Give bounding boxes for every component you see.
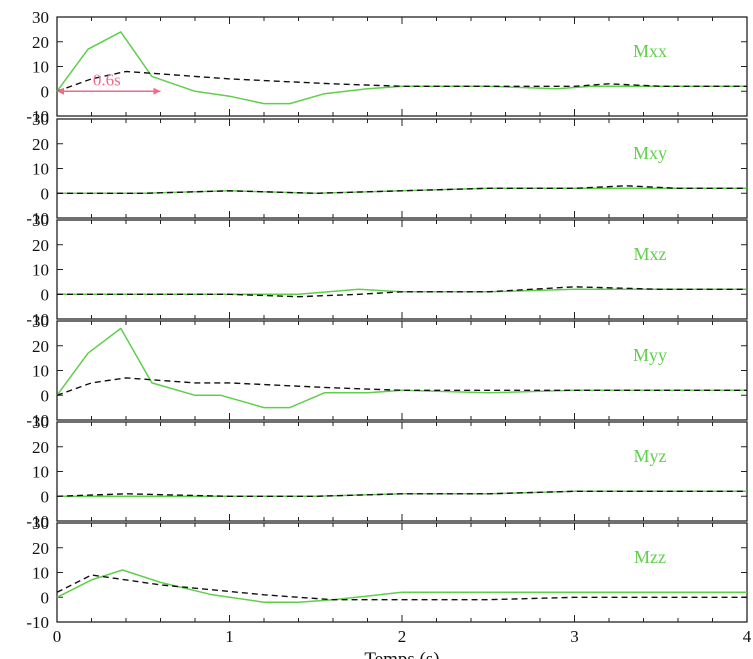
panel-label: Mzz — [634, 547, 666, 567]
y-tick-label: 20 — [32, 236, 49, 255]
solid-series-line — [56, 569, 747, 603]
panel-frame — [56, 219, 748, 320]
y-tick-label: 0 — [41, 184, 50, 203]
annotation-arrowhead — [57, 87, 64, 95]
panel-label: Myz — [634, 446, 667, 466]
y-tick-label: 0 — [41, 588, 50, 607]
x-tick-label: 4 — [743, 627, 752, 646]
x-tick-label: 3 — [570, 627, 579, 646]
y-tick-label: -10 — [26, 310, 49, 329]
panel-frame — [56, 522, 748, 623]
y-tick-label: 20 — [32, 135, 49, 154]
panel-label: Mxz — [634, 244, 667, 264]
dashed-series-line — [56, 574, 747, 601]
panel-label: Mxx — [633, 41, 667, 61]
y-tick-label: -10 — [26, 209, 49, 228]
y-tick-label: 10 — [32, 58, 49, 77]
y-tick-label: -10 — [26, 613, 49, 632]
y-tick-label: 0 — [41, 487, 50, 506]
y-tick-label: 30 — [32, 312, 49, 331]
panel-frame — [56, 320, 748, 421]
x-tick-label: 0 — [53, 627, 62, 646]
panel-frame — [56, 16, 748, 117]
y-tick-label: 10 — [32, 261, 49, 280]
y-tick-label: 0 — [41, 285, 50, 304]
panel-label: Myy — [633, 345, 667, 365]
y-tick-label: 30 — [32, 413, 49, 432]
x-tick-label: 2 — [398, 627, 407, 646]
y-tick-label: 30 — [32, 514, 49, 533]
y-tick-label: -10 — [26, 512, 49, 531]
y-tick-label: 20 — [32, 539, 49, 558]
solid-series-line — [57, 288, 747, 296]
dashed-series-line — [56, 377, 747, 396]
y-tick-label: 10 — [32, 362, 49, 381]
y-tick-label: 20 — [32, 438, 49, 457]
dashed-series-line — [57, 185, 747, 195]
y-tick-label: 10 — [32, 463, 49, 482]
dashed-series-line — [56, 70, 747, 92]
x-tick-label: 1 — [225, 627, 234, 646]
panel-label: Mxy — [633, 143, 667, 163]
y-tick-label: 20 — [32, 337, 49, 356]
y-tick-label: -10 — [26, 107, 49, 126]
solid-series-line — [56, 327, 747, 409]
solid-series-line — [56, 31, 747, 105]
y-tick-label: 0 — [41, 82, 50, 101]
annotation-arrowhead — [153, 87, 161, 95]
panel-frame — [56, 421, 748, 522]
dashed-series-line — [57, 286, 747, 298]
y-tick-label: 0 — [41, 386, 50, 405]
y-tick-label: 20 — [32, 33, 49, 52]
y-tick-label: 30 — [32, 8, 49, 27]
y-tick-label: 10 — [32, 564, 49, 583]
y-tick-label: 10 — [32, 160, 49, 179]
annotation-label: 0.6s — [93, 70, 121, 89]
y-tick-label: -10 — [26, 411, 49, 430]
dashed-series-line — [56, 490, 747, 497]
x-axis-label: Temps (s) — [364, 649, 439, 659]
y-tick-label: 30 — [32, 110, 49, 129]
panel-frame — [56, 118, 748, 219]
y-tick-label: 30 — [32, 211, 49, 230]
